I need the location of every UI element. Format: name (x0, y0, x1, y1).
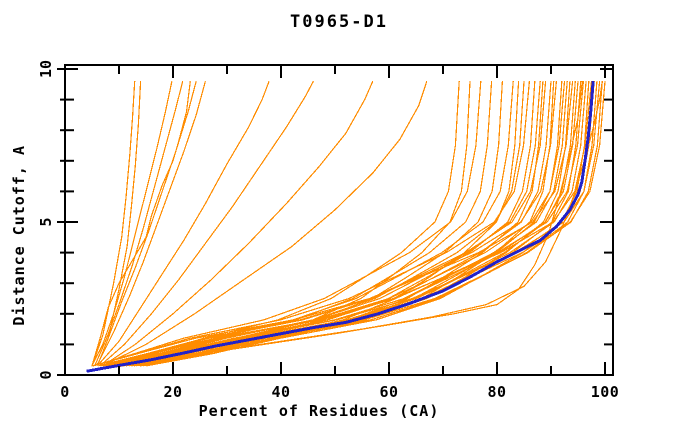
orange-model-curve (129, 81, 603, 367)
orange-model-curve (100, 81, 593, 367)
orange-model-curve (102, 80, 374, 367)
orange-model-curve (98, 81, 557, 367)
blue-highlight-curve (86, 81, 595, 373)
orange-model-curve (99, 80, 314, 367)
x-tick-label: 60 (379, 383, 398, 401)
orange-model-curve (92, 81, 482, 367)
chart-title: T0965-D1 (290, 12, 388, 32)
x-tick-label: 40 (271, 383, 290, 401)
orange-model-curve (107, 81, 566, 367)
orange-model-curve (110, 81, 601, 367)
orange-model-curve (94, 81, 184, 367)
x-tick-label: 20 (163, 383, 182, 401)
x-tick-label: 100 (591, 383, 620, 401)
plot-frame (64, 64, 614, 376)
y-tick-label: 10 (37, 60, 55, 78)
x-tick-label: 0 (60, 383, 70, 401)
orange-model-curve (101, 81, 547, 367)
orange-model-curve (92, 81, 574, 367)
orange-model-curve (143, 81, 590, 367)
orange-model-curve (91, 81, 136, 367)
orange-model-curve (96, 81, 197, 367)
x-tick-label: 80 (487, 383, 506, 401)
orange-model-curve (91, 81, 191, 366)
orange-model-curve (96, 80, 270, 367)
orange-model-curve (96, 81, 206, 365)
orange-model-curve (113, 81, 525, 367)
orange-model-curve (93, 81, 530, 367)
orange-model-curve (110, 81, 493, 367)
x-axis-label: Percent of Residues (CA) (198, 402, 440, 420)
orange-model-curve (102, 81, 428, 367)
orange-model-curve (91, 81, 173, 367)
y-tick-label: 0 (37, 370, 55, 379)
y-tick-label: 5 (37, 217, 55, 226)
